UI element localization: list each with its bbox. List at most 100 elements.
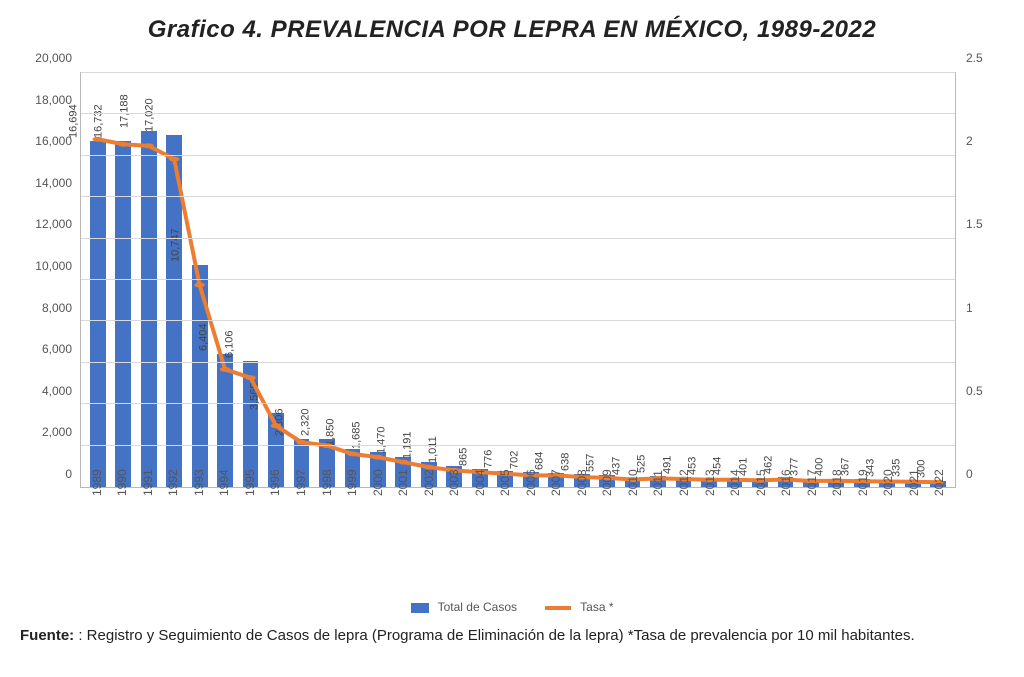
x-tick-label: 1989 xyxy=(90,469,104,496)
x-tick-label: 1991 xyxy=(141,469,155,496)
grid-line xyxy=(81,320,955,321)
x-axis-labels: 1989199019911992199319941995199619971998… xyxy=(80,492,956,582)
x-tick-label: 2014 xyxy=(728,469,742,496)
bar-value-label: 10,747 xyxy=(169,228,181,265)
x-tick-label: 2017 xyxy=(805,469,819,496)
bar-slot: 1,470 xyxy=(391,73,416,487)
x-label-slot: 2008 xyxy=(569,492,595,582)
bar-slot: 377 xyxy=(798,73,823,487)
x-label-slot: 2012 xyxy=(671,492,697,582)
x-label-slot: 1999 xyxy=(339,492,365,582)
x-label-slot: 2020 xyxy=(875,492,901,582)
bar: 17,188 xyxy=(141,131,157,487)
x-tick-label: 1995 xyxy=(243,469,257,496)
bar-value-label: 1,011 xyxy=(427,436,439,466)
bar-slot: 1,191 xyxy=(416,73,441,487)
legend-bar-swatch xyxy=(411,603,429,613)
legend-bar-label: Total de Casos xyxy=(438,600,517,614)
bar-slot: 6,106 xyxy=(238,73,263,487)
x-label-slot: 2015 xyxy=(748,492,774,582)
y-right-tick-label: 1 xyxy=(962,301,1004,315)
x-tick-label: 2008 xyxy=(575,469,589,496)
bar-slot: 453 xyxy=(696,73,721,487)
x-label-slot: 2013 xyxy=(697,492,723,582)
x-label-slot: 1995 xyxy=(237,492,263,582)
x-label-slot: 1993 xyxy=(186,492,212,582)
y-right-tick-label: 2.5 xyxy=(962,51,1004,65)
x-label-slot: 2022 xyxy=(927,492,953,582)
x-label-slot: 2018 xyxy=(824,492,850,582)
x-label-slot: 2001 xyxy=(390,492,416,582)
bar-slot: 702 xyxy=(518,73,543,487)
x-label-slot: 2000 xyxy=(365,492,391,582)
bar-slot: 684 xyxy=(543,73,568,487)
bar-slot: 1,685 xyxy=(365,73,390,487)
x-tick-label: 2011 xyxy=(651,470,665,496)
x-label-slot: 2016 xyxy=(773,492,799,582)
y-left-tick-label: 10,000 xyxy=(20,259,76,273)
bar-slot: 1,011 xyxy=(442,73,467,487)
y-left-tick-label: 12,000 xyxy=(20,217,76,231)
x-tick-label: 2007 xyxy=(549,469,563,496)
x-tick-label: 2019 xyxy=(856,469,870,496)
x-tick-label: 2009 xyxy=(600,469,614,496)
bar-value-label: 2,306 xyxy=(274,409,286,440)
y-right-tick-label: 0.5 xyxy=(962,384,1004,398)
bar-slot: 16,732 xyxy=(110,73,135,487)
y-left-tick-label: 14,000 xyxy=(20,176,76,190)
x-label-slot: 2014 xyxy=(722,492,748,582)
bar: 10,747 xyxy=(192,265,208,487)
y-axis-right-labels: 00.511.522.5 xyxy=(962,72,1004,488)
grid-line xyxy=(81,445,955,446)
bar-value-label: 2,320 xyxy=(300,408,312,439)
x-tick-label: 2003 xyxy=(447,469,461,496)
x-label-slot: 1994 xyxy=(212,492,238,582)
bar-value-label: 17,020 xyxy=(144,98,156,135)
bar-value-label: 865 xyxy=(457,448,469,469)
x-label-slot: 2007 xyxy=(544,492,570,582)
x-tick-label: 2015 xyxy=(754,469,768,496)
x-tick-label: 2012 xyxy=(677,469,691,496)
bar: 6,404 xyxy=(217,354,233,487)
x-tick-label: 2018 xyxy=(830,469,844,496)
grid-line xyxy=(81,238,955,239)
grid-line xyxy=(81,155,955,156)
x-tick-label: 1998 xyxy=(320,469,334,496)
bar-slot: 557 xyxy=(594,73,619,487)
grid-line xyxy=(81,113,955,114)
bar-value-label: 6,404 xyxy=(198,324,210,355)
bar-slot: 335 xyxy=(900,73,925,487)
bar-slot: 17,020 xyxy=(161,73,186,487)
x-tick-label: 2004 xyxy=(473,469,487,496)
bar-slot: 343 xyxy=(875,73,900,487)
x-label-slot: 2019 xyxy=(850,492,876,582)
x-label-slot: 1991 xyxy=(135,492,161,582)
x-label-slot: 1997 xyxy=(288,492,314,582)
bar-slot: 491 xyxy=(671,73,696,487)
x-label-slot: 1990 xyxy=(110,492,136,582)
x-label-slot: 1989 xyxy=(84,492,110,582)
bar: 17,020 xyxy=(166,135,182,487)
y-right-tick-label: 0 xyxy=(962,467,1004,481)
x-tick-label: 1997 xyxy=(294,469,308,496)
bar-slot: 17,188 xyxy=(136,73,161,487)
legend-line-item: Tasa * xyxy=(545,600,613,614)
legend-line-label: Tasa * xyxy=(580,600,613,614)
y-left-tick-label: 4,000 xyxy=(20,384,76,398)
bar-slot: 454 xyxy=(722,73,747,487)
bar-slot: 367 xyxy=(849,73,874,487)
x-label-slot: 2003 xyxy=(441,492,467,582)
y-left-tick-label: 6,000 xyxy=(20,342,76,356)
bar-slot: 400 xyxy=(824,73,849,487)
bar: 16,694 xyxy=(90,141,106,487)
y-left-tick-label: 0 xyxy=(20,467,76,481)
bar-slot: 638 xyxy=(569,73,594,487)
bar-slot: 10,747 xyxy=(187,73,212,487)
grid-line xyxy=(81,403,955,404)
legend-bar-item: Total de Casos xyxy=(411,600,518,614)
x-label-slot: 2005 xyxy=(493,492,519,582)
legend-line-swatch xyxy=(545,606,571,610)
x-label-slot: 2004 xyxy=(467,492,493,582)
x-label-slot: 1998 xyxy=(314,492,340,582)
x-label-slot: 2017 xyxy=(799,492,825,582)
